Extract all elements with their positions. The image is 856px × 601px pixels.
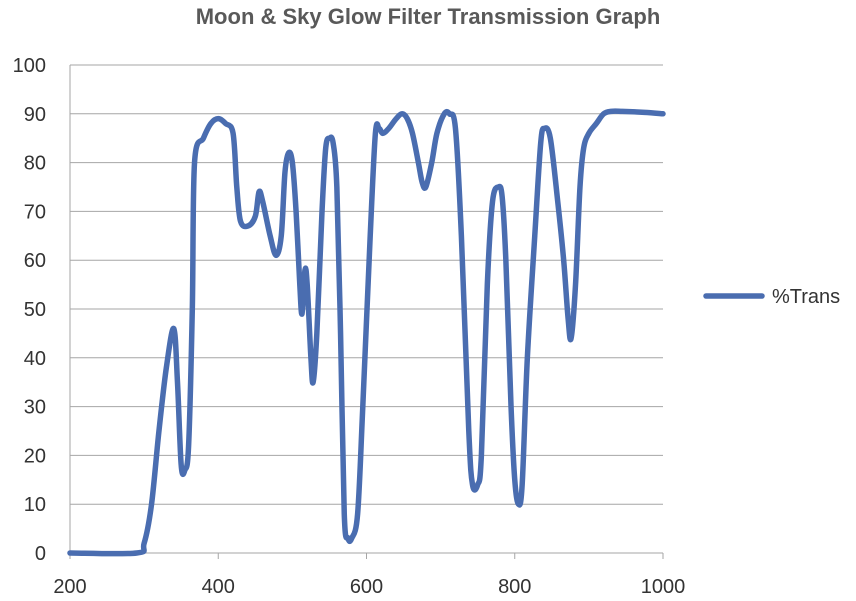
- y-tick-label: 80: [24, 153, 46, 175]
- x-tick-label: 400: [202, 576, 235, 598]
- x-tick-labels: 200 400 600 800 1000: [53, 576, 685, 598]
- y-tick-label: 10: [24, 494, 46, 516]
- series-line-trans: [67, 108, 666, 557]
- y-tick-label: 70: [24, 201, 46, 223]
- y-tick-label: 40: [24, 348, 46, 370]
- y-tick-label: 90: [24, 104, 46, 126]
- x-tick-label: 1000: [641, 576, 686, 598]
- y-tick-labels: 0 10 20 30 40 50 60 70 80 90 100: [13, 55, 46, 565]
- x-tick-label: 800: [498, 576, 531, 598]
- y-tick-label: 0: [35, 543, 46, 565]
- y-tick-label: 100: [13, 55, 46, 77]
- axes: [69, 65, 664, 559]
- legend: %Trans: [703, 286, 840, 308]
- legend-label: %Trans: [772, 286, 840, 308]
- y-tick-label: 60: [24, 250, 46, 272]
- y-tick-label: 20: [24, 445, 46, 467]
- x-tick-label: 600: [350, 576, 383, 598]
- x-tick-label: 200: [53, 576, 86, 598]
- y-tick-label: 50: [24, 299, 46, 321]
- series-group: [67, 108, 666, 557]
- y-tick-label: 30: [24, 397, 46, 419]
- chart-title: Moon & Sky Glow Filter Transmission Grap…: [195, 4, 661, 29]
- gridlines: [70, 64, 663, 554]
